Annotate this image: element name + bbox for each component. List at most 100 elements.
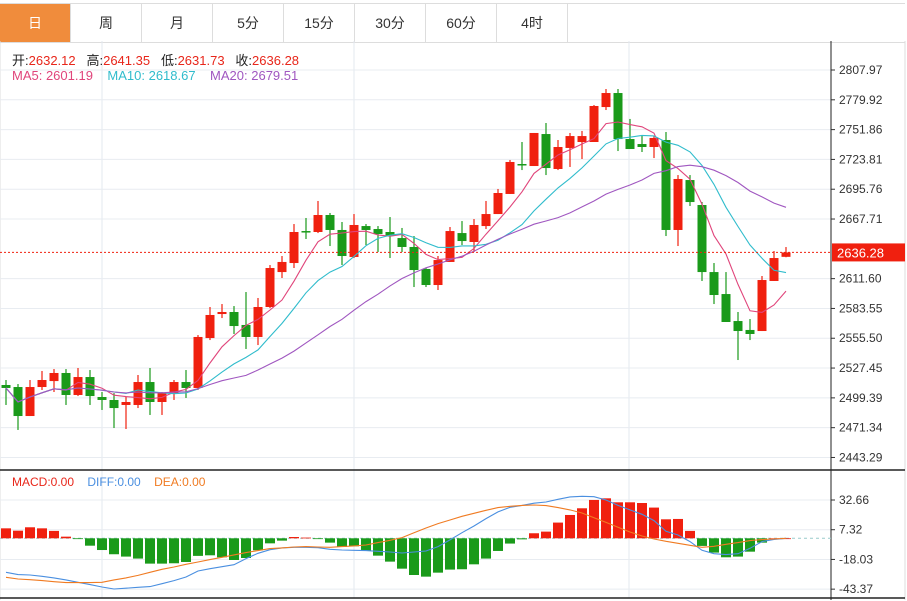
macd-bar-negative	[253, 538, 263, 551]
candle-up	[769, 258, 779, 281]
candle-up	[73, 377, 83, 395]
tab-15min[interactable]: 15分	[284, 4, 355, 42]
open-label: 开:	[12, 53, 29, 68]
macd-bar-negative	[757, 538, 767, 543]
tab-week[interactable]: 周	[71, 4, 142, 42]
price-tick-label: 2751.86	[839, 123, 883, 137]
candle-up	[529, 132, 539, 167]
candle-down	[385, 231, 395, 237]
macd-bar-positive	[553, 522, 563, 539]
tab-30min[interactable]: 30分	[355, 4, 426, 42]
candle-down	[373, 229, 383, 235]
macd-bar-positive	[25, 527, 35, 539]
macd-bar-negative	[169, 538, 179, 564]
price-tick-label: 2611.60	[839, 272, 882, 286]
macd-tick-label: 32.66	[839, 493, 869, 507]
candle-down	[541, 134, 551, 169]
candle-up	[469, 224, 479, 242]
macd-bar-positive	[13, 530, 23, 539]
candle-up	[265, 268, 275, 308]
dea-line	[5, 504, 787, 584]
macd-bar-positive	[37, 528, 47, 539]
macd-bar-positive	[685, 530, 695, 539]
ma-info: MA5: 2601.19 MA10: 2618.67 MA20: 2679.51	[12, 68, 298, 83]
candle-up	[313, 214, 323, 232]
macd-bar-negative	[97, 538, 107, 551]
ma5-line	[5, 121, 787, 403]
candle-up	[781, 252, 791, 257]
macd-bar-positive	[49, 530, 59, 539]
tab-day[interactable]: 日	[0, 4, 71, 42]
macd-bar-positive	[589, 499, 599, 539]
candle-down	[733, 321, 743, 332]
tab-month[interactable]: 月	[142, 4, 213, 42]
macd-bar-negative	[217, 538, 227, 558]
price-tick-label: 2723.81	[839, 152, 883, 166]
candle-down	[685, 180, 695, 203]
candle-up	[553, 146, 563, 169]
candle-down	[457, 233, 467, 242]
macd-value: MACD:0.00	[12, 475, 75, 489]
candle-up	[133, 382, 143, 405]
dea-value: DEA:0.00	[154, 475, 206, 489]
macd-bar-negative	[145, 538, 155, 564]
macd-bar-positive	[625, 502, 635, 539]
price-tick-label: 2583.55	[839, 301, 883, 315]
candle-down	[85, 377, 95, 397]
candle-down	[229, 312, 239, 327]
macd-bar-negative	[505, 538, 515, 544]
candle-up	[673, 178, 683, 230]
macd-bar-negative	[349, 538, 359, 547]
price-tick-label: 2471.34	[839, 421, 883, 435]
macd-bar-negative	[493, 538, 503, 551]
candle-up	[349, 224, 359, 257]
price-tick-label: 2779.92	[839, 93, 883, 107]
candle-up	[49, 372, 59, 382]
last-price-badge	[832, 243, 905, 262]
candle-up	[217, 312, 227, 315]
tab-4hour[interactable]: 4时	[497, 4, 568, 42]
candle-down	[97, 397, 107, 400]
macd-bar-negative	[229, 538, 239, 560]
macd-bar-negative	[373, 538, 383, 556]
macd-info: MACD:0.00 DIFF:0.00 DEA:0.00	[12, 475, 205, 489]
macd-bar-negative	[313, 538, 323, 540]
macd-bar-negative	[745, 538, 755, 552]
candle-down	[709, 272, 719, 296]
price-tick-label: 2555.50	[839, 331, 883, 345]
candle-up	[649, 137, 659, 147]
candle-down	[661, 139, 671, 230]
macd-bar-negative	[325, 538, 335, 543]
macd-bar-positive	[289, 537, 299, 539]
candle-down	[109, 399, 119, 409]
last-price-label: 2636.28	[837, 245, 884, 260]
candle-up	[277, 261, 287, 273]
candle-up	[577, 136, 587, 143]
macd-bar-negative	[421, 538, 431, 577]
candle-down	[1, 384, 11, 388]
candle-up	[505, 161, 515, 194]
candle-down	[61, 372, 71, 395]
candle-down	[301, 231, 311, 233]
macd-bar-negative	[385, 538, 395, 562]
macd-bar-positive	[61, 536, 71, 539]
macd-bar-positive	[661, 519, 671, 539]
macd-bar-negative	[73, 538, 83, 540]
candle-down	[745, 329, 755, 334]
high-label: 高:	[86, 53, 104, 68]
candle-up	[193, 336, 203, 388]
macd-bar-negative	[433, 538, 443, 573]
candle-up	[601, 93, 611, 108]
diff-value: DIFF:0.00	[87, 475, 141, 489]
macd-bar-negative	[697, 538, 707, 546]
candle-up	[121, 401, 131, 405]
candle-down	[337, 229, 347, 257]
macd-bar-negative	[109, 538, 119, 555]
tab-60min[interactable]: 60分	[426, 4, 497, 42]
candle-up	[25, 387, 35, 417]
tab-5min[interactable]: 5分	[213, 4, 284, 42]
ma10-value: MA10: 2618.67	[107, 68, 196, 83]
macd-bar-negative	[337, 538, 347, 547]
candle-down	[625, 139, 635, 150]
